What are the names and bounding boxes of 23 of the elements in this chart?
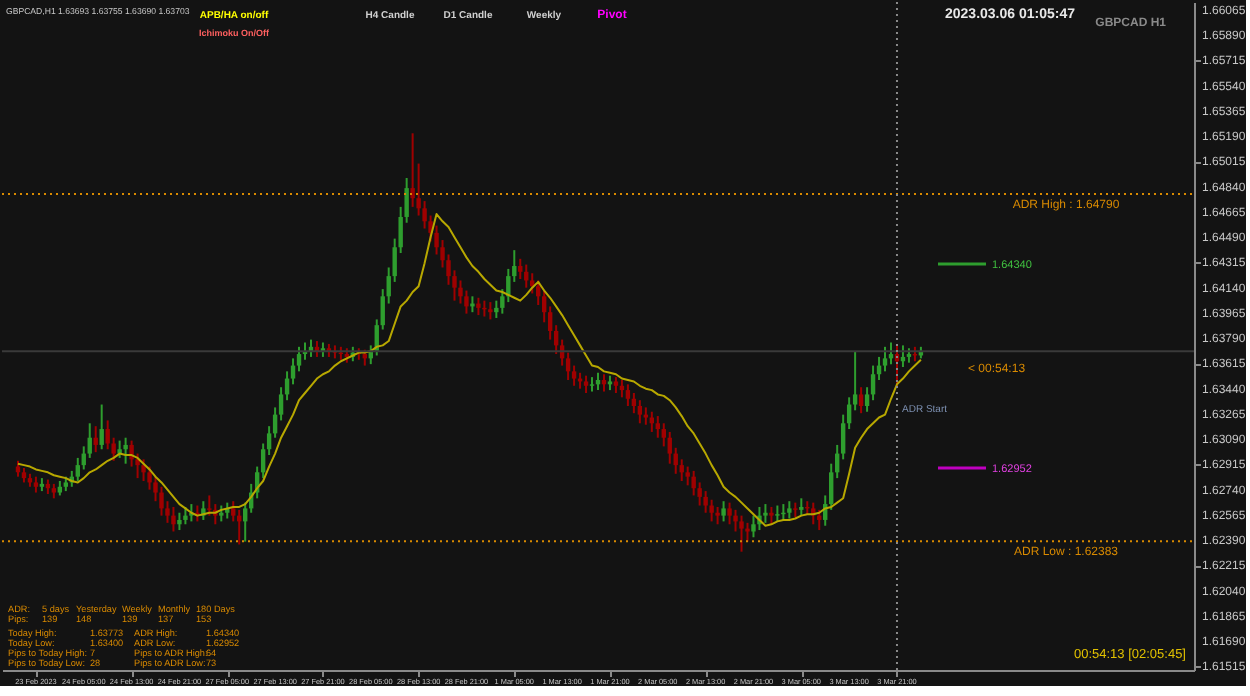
candlestick (141, 458, 146, 482)
candlestick (159, 485, 164, 517)
candlestick (637, 399, 643, 425)
line-series (16, 213, 922, 527)
candlestick (410, 132, 415, 208)
candlestick (625, 383, 631, 407)
candlestick (123, 436, 128, 465)
candlestick (685, 465, 690, 487)
candlestick (721, 500, 726, 523)
candlestick (99, 403, 104, 451)
candlestick (518, 257, 523, 281)
candlestick (207, 494, 212, 517)
candlestick (709, 498, 714, 523)
candlestick (727, 501, 732, 526)
candlestick (751, 514, 756, 539)
candlestick (739, 514, 744, 553)
candlestick (655, 415, 660, 439)
candlestick (882, 345, 888, 373)
candlestick (171, 505, 176, 533)
candlestick (703, 490, 708, 514)
candlestick (858, 386, 864, 415)
candlestick (589, 376, 595, 393)
candlestick (763, 503, 768, 524)
